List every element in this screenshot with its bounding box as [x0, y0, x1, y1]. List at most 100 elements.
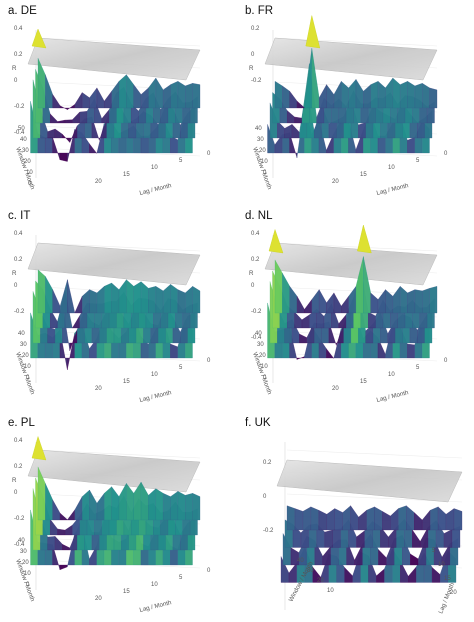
z-tick-label: -0.2 [14, 309, 25, 315]
lag-tick-label: 0 [444, 358, 448, 364]
lag-axis-title: Lag / Month [139, 389, 173, 404]
surface-cell [47, 326, 56, 344]
z-axis-title: R [12, 65, 17, 72]
z-tick-label: 0.2 [251, 257, 260, 263]
surface-cell [429, 87, 438, 109]
lag-tick-label: 5 [432, 548, 436, 554]
surface-cell [37, 269, 46, 314]
lag-tick-label: 20 [95, 386, 102, 392]
surface-cell [185, 285, 193, 314]
surface-peak [31, 28, 47, 49]
lag-axis-title: Lag / Month [376, 389, 410, 404]
z-tick-label: 0 [14, 283, 18, 289]
surface-cell [302, 506, 312, 531]
reference-plane [264, 242, 438, 286]
surface-cell [52, 289, 61, 314]
surface-cell [326, 292, 335, 314]
surface-cell [437, 506, 447, 531]
surface-cell [140, 87, 149, 109]
surface-cell [348, 78, 357, 109]
panel-title: c. IT [8, 210, 30, 222]
lag-tick-label: 10 [151, 582, 158, 588]
surface-cell [332, 528, 341, 548]
surface-cell [299, 333, 307, 344]
surface-slice [274, 256, 438, 314]
surface-cell [192, 286, 201, 314]
window-tick-label: 10 [24, 364, 31, 370]
surface-cell [170, 135, 178, 154]
surface-cell [392, 285, 401, 314]
surface-cell [282, 85, 290, 109]
surface-cell [59, 512, 68, 521]
lag-tick-label: 5 [179, 575, 183, 581]
lag-tick-label: 15 [123, 379, 130, 385]
lag-tick-label: 15 [360, 379, 367, 385]
window-tick-label: 0 [263, 170, 267, 176]
lag-tick-label: 5 [416, 158, 420, 164]
z-tick-label: 0.4 [14, 26, 23, 32]
window-tick-label: 10 [261, 159, 268, 165]
grid-line [274, 37, 438, 47]
surface-cell [296, 100, 305, 109]
surface-cell [72, 111, 80, 124]
surface-cell [324, 529, 333, 548]
surface-cell [148, 488, 156, 521]
surface-cell [82, 489, 90, 521]
surface-cell [341, 295, 349, 314]
window-tick-label: 30 [22, 148, 29, 154]
reference-plane [276, 459, 463, 503]
surface-cell [333, 328, 342, 359]
panel-title: d. NL [245, 210, 273, 222]
surface-cell [67, 279, 75, 314]
surface-cell [170, 343, 178, 359]
lag-axis-title: Lag / Month [139, 182, 173, 197]
surface-cell [118, 279, 127, 314]
surface-cell [296, 356, 305, 360]
lag-tick-label: 20 [95, 596, 102, 602]
lag-axis-title: Lag / Month [437, 581, 456, 614]
surface-cell [118, 482, 127, 521]
window-tick-label: 10 [327, 588, 334, 594]
z-tick-label: -0.4 [251, 335, 262, 341]
window-tick-label: 10 [26, 170, 33, 176]
surface-cell [392, 77, 401, 109]
surface-slice [274, 48, 438, 109]
z-tick-label: 0.4 [251, 231, 260, 237]
surface-cell [89, 489, 98, 521]
surface-cell [338, 314, 347, 329]
z-tick-label: -0.2 [251, 78, 262, 84]
surface-cell [398, 505, 407, 531]
reference-plane [27, 37, 201, 81]
surface-cell [96, 123, 105, 154]
surface-cell [385, 77, 393, 109]
surface-cell [296, 295, 305, 314]
surface-cell [155, 77, 164, 109]
surface-cell [72, 315, 80, 329]
surface-cell [148, 77, 156, 109]
surface-cell [407, 343, 415, 359]
surface-cell [45, 74, 53, 109]
window-tick-label: 40 [297, 558, 304, 564]
surface-cell [443, 529, 453, 548]
z-axis-title: R [12, 270, 17, 277]
z-axis-title: R [12, 477, 17, 484]
surface-cell [50, 113, 58, 124]
lag-tick-label: 20 [450, 590, 457, 596]
reference-plane [264, 37, 438, 81]
lag-tick-label: 15 [360, 172, 367, 178]
surface-cell [356, 530, 365, 548]
surface-cell [59, 564, 68, 570]
z-tick-label: -0.2 [263, 528, 274, 534]
z-tick-label: 0 [251, 52, 255, 58]
surface-cell [192, 83, 201, 109]
surface-cell [363, 84, 371, 109]
surface-cell [59, 152, 68, 162]
surface-cell [414, 512, 423, 531]
surface-cell [170, 81, 179, 109]
surface-peak [305, 15, 321, 49]
surface-cell [374, 506, 383, 531]
grid-line [37, 242, 201, 252]
surface-cell [358, 509, 367, 531]
